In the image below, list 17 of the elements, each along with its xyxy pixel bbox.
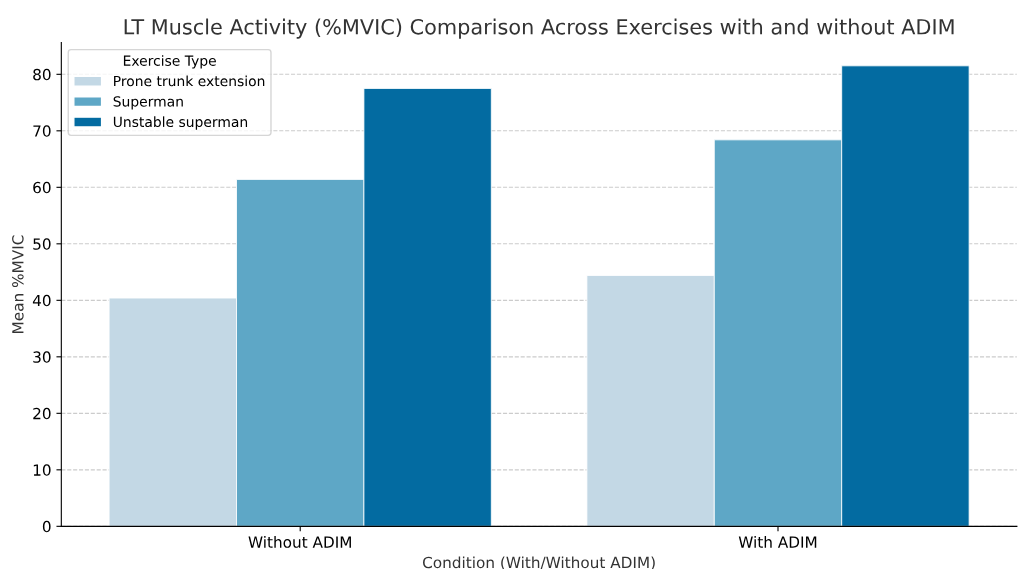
- y-tick-label: 10: [33, 464, 51, 476]
- y-tick-label: 70: [33, 125, 51, 137]
- legend-label: Unstable superman: [113, 116, 248, 130]
- y-tick-label: 20: [33, 407, 51, 420]
- y-axis-title: Mean %MVIC: [12, 235, 24, 333]
- y-tick-label: 50: [33, 238, 51, 250]
- y-tick-label: 40: [32, 294, 51, 307]
- x-tick-label: Without ADIM: [248, 536, 351, 548]
- legend-title: Exercise Type: [123, 55, 216, 69]
- y-tick-label: 30: [33, 351, 51, 363]
- legend-label: Prone trunk extension: [114, 75, 265, 87]
- x-tick-label: With ADIM: [738, 536, 817, 548]
- y-tick-label: 60: [33, 181, 51, 194]
- y-tick-label: 0: [42, 520, 51, 533]
- chart-title: LT Muscle Activity (%MVIC) Comparison Across Exercises with and without ADIM: [124, 18, 954, 39]
- legend-label: Superman: [113, 96, 183, 110]
- y-tick-label: 80: [33, 68, 51, 81]
